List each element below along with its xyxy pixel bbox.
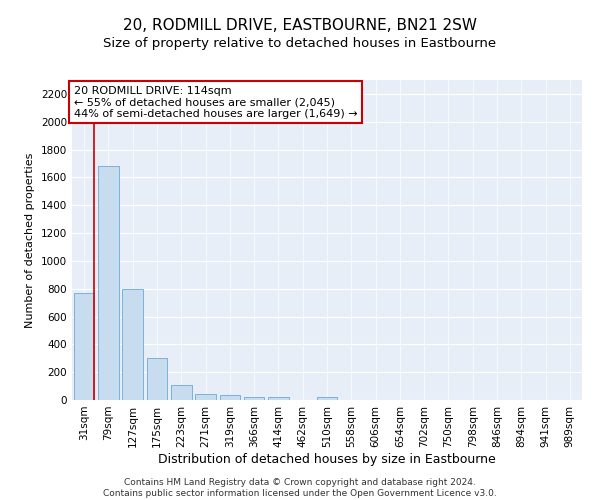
Bar [268, 397, 289, 400]
Y-axis label: Number of detached properties: Number of detached properties [25, 152, 35, 328]
Bar [74, 293, 94, 400]
Text: 20 RODMILL DRIVE: 114sqm
← 55% of detached houses are smaller (2,045)
44% of sem: 20 RODMILL DRIVE: 114sqm ← 55% of detach… [74, 86, 358, 119]
Bar [171, 384, 191, 400]
Text: 20, RODMILL DRIVE, EASTBOURNE, BN21 2SW: 20, RODMILL DRIVE, EASTBOURNE, BN21 2SW [123, 18, 477, 32]
Bar [98, 166, 119, 400]
Bar [220, 395, 240, 400]
Text: Contains HM Land Registry data © Crown copyright and database right 2024.
Contai: Contains HM Land Registry data © Crown c… [103, 478, 497, 498]
Bar [244, 396, 265, 400]
Bar [122, 290, 143, 400]
Bar [146, 358, 167, 400]
Bar [195, 394, 216, 400]
Text: Size of property relative to detached houses in Eastbourne: Size of property relative to detached ho… [103, 38, 497, 51]
X-axis label: Distribution of detached houses by size in Eastbourne: Distribution of detached houses by size … [158, 452, 496, 466]
Bar [317, 397, 337, 400]
